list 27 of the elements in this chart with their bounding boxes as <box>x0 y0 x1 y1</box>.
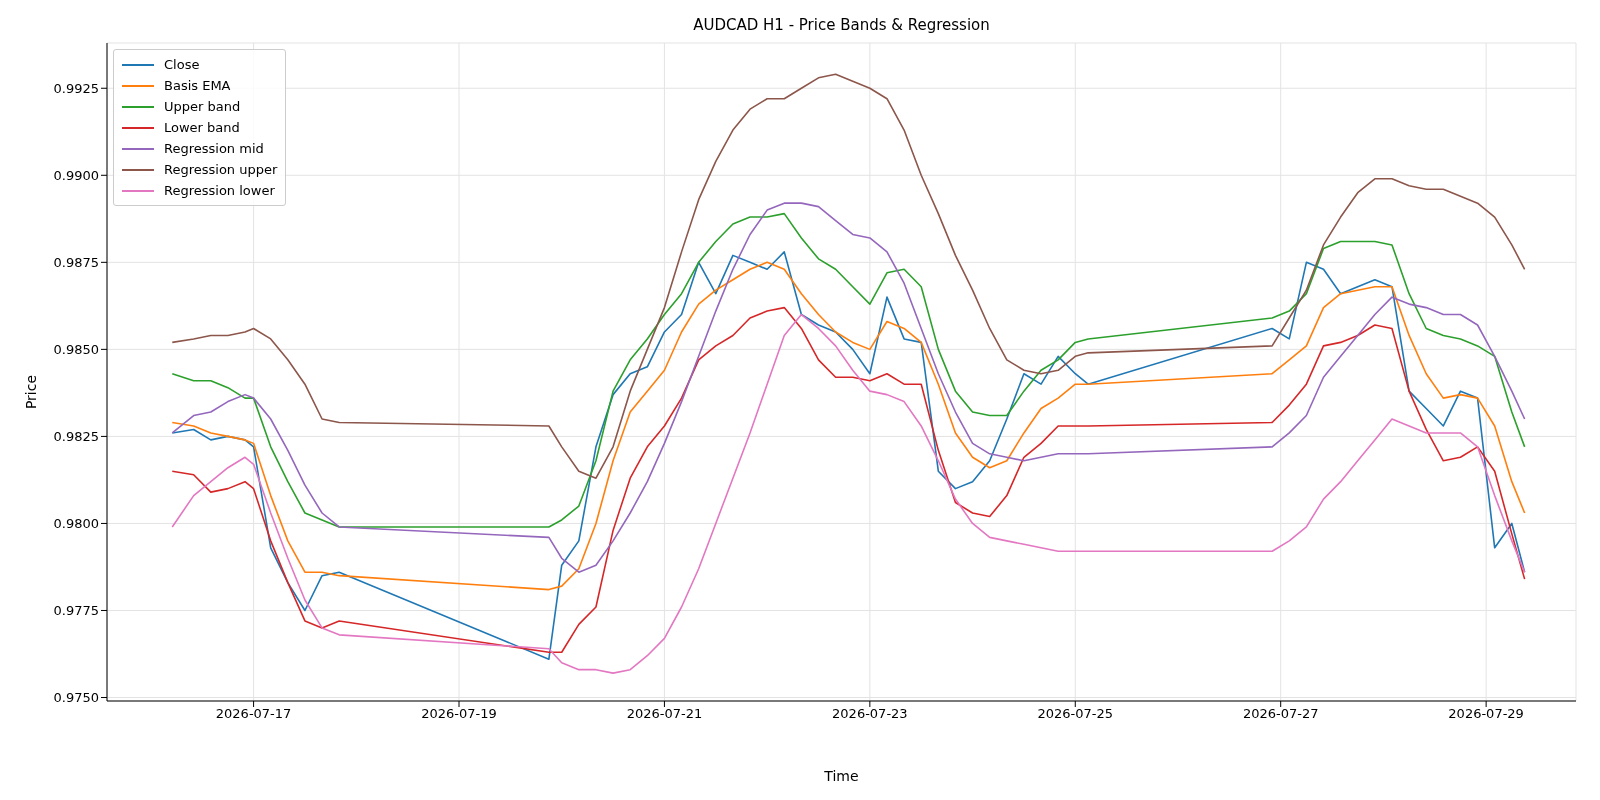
x-tick-label: 2026-07-19 <box>421 706 497 722</box>
legend-label: Regression upper <box>164 161 278 179</box>
y-tick-label: 0.9850 <box>53 341 99 357</box>
x-axis-title: Time <box>823 768 860 784</box>
legend-label: Lower band <box>164 119 240 137</box>
legend-label: Regression lower <box>164 182 275 200</box>
legend-label: Regression mid <box>164 140 264 158</box>
y-tick-label: 0.9825 <box>53 429 99 445</box>
y-tick-label: 0.9925 <box>53 80 99 96</box>
x-tick-label: 2026-07-25 <box>1037 706 1114 722</box>
y-axis-title: Price <box>23 374 40 410</box>
y-tick-label: 0.9800 <box>53 516 99 532</box>
x-tick-label: 2026-07-21 <box>626 706 703 722</box>
line-series <box>171 251 1526 661</box>
x-tick-label: 2026-07-29 <box>1448 706 1524 722</box>
legend-label: Basis EMA <box>164 77 231 95</box>
y-tick-label: 0.9900 <box>53 167 99 183</box>
chart-title: AUDCAD H1 - Price Bands & Regression <box>692 16 991 34</box>
legend-label: Close <box>164 56 200 74</box>
legend-label: Upper band <box>164 98 241 116</box>
y-tick-label: 0.9750 <box>53 690 99 706</box>
x-tick-label: 2026-07-17 <box>215 706 292 722</box>
x-tick-label: 2026-07-23 <box>832 706 908 722</box>
line-series <box>171 261 1526 591</box>
x-tick-label: 2026-07-27 <box>1242 706 1319 722</box>
y-tick-label: 0.9875 <box>53 254 99 270</box>
y-tick-label: 0.9775 <box>53 603 99 619</box>
